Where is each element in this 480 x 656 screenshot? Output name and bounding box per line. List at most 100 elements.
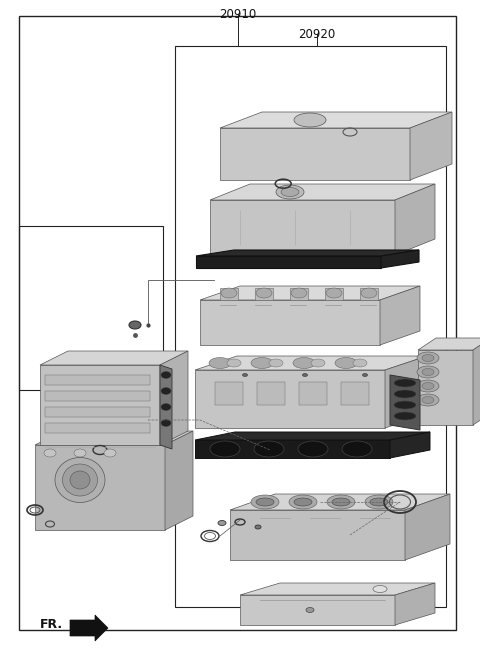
- Polygon shape: [230, 494, 450, 510]
- Polygon shape: [200, 300, 380, 345]
- Polygon shape: [200, 286, 420, 300]
- Polygon shape: [220, 128, 410, 180]
- Polygon shape: [40, 365, 160, 445]
- Polygon shape: [255, 288, 273, 300]
- Ellipse shape: [394, 401, 416, 409]
- Polygon shape: [380, 286, 420, 345]
- Ellipse shape: [417, 394, 439, 406]
- Polygon shape: [220, 112, 452, 128]
- Polygon shape: [299, 382, 327, 405]
- Polygon shape: [240, 583, 435, 595]
- Text: FR.: FR.: [40, 617, 63, 630]
- Ellipse shape: [361, 288, 377, 298]
- Polygon shape: [195, 356, 427, 370]
- Polygon shape: [45, 391, 150, 401]
- Polygon shape: [230, 510, 405, 560]
- Ellipse shape: [294, 113, 326, 127]
- Ellipse shape: [335, 358, 357, 369]
- Polygon shape: [196, 256, 381, 268]
- Ellipse shape: [353, 359, 367, 367]
- Polygon shape: [395, 184, 435, 255]
- Polygon shape: [473, 338, 480, 425]
- Bar: [175, 46, 446, 607]
- Ellipse shape: [327, 495, 355, 509]
- Polygon shape: [341, 382, 369, 405]
- Polygon shape: [220, 288, 238, 300]
- Polygon shape: [196, 250, 419, 256]
- Ellipse shape: [227, 359, 241, 367]
- Ellipse shape: [251, 495, 279, 509]
- Ellipse shape: [104, 449, 116, 457]
- Ellipse shape: [362, 373, 368, 377]
- Ellipse shape: [373, 586, 387, 592]
- Polygon shape: [381, 250, 419, 268]
- Ellipse shape: [256, 498, 274, 506]
- Text: 20910: 20910: [219, 8, 256, 21]
- Ellipse shape: [161, 419, 171, 426]
- Ellipse shape: [289, 495, 317, 509]
- Polygon shape: [385, 356, 427, 428]
- Polygon shape: [45, 375, 150, 385]
- Polygon shape: [410, 112, 452, 180]
- Polygon shape: [40, 351, 188, 365]
- Ellipse shape: [293, 358, 315, 369]
- Ellipse shape: [417, 352, 439, 364]
- Ellipse shape: [422, 382, 434, 390]
- Ellipse shape: [276, 185, 304, 199]
- Polygon shape: [165, 431, 193, 530]
- Ellipse shape: [62, 464, 97, 496]
- Polygon shape: [210, 184, 435, 200]
- Polygon shape: [240, 595, 395, 625]
- Ellipse shape: [254, 441, 284, 457]
- Ellipse shape: [291, 288, 307, 298]
- Polygon shape: [45, 423, 150, 433]
- Ellipse shape: [210, 441, 240, 457]
- Ellipse shape: [394, 379, 416, 387]
- Ellipse shape: [306, 607, 314, 613]
- Ellipse shape: [269, 359, 283, 367]
- Ellipse shape: [218, 520, 226, 525]
- Ellipse shape: [342, 441, 372, 457]
- Ellipse shape: [394, 390, 416, 398]
- Ellipse shape: [417, 380, 439, 392]
- Polygon shape: [290, 288, 308, 300]
- Polygon shape: [35, 445, 165, 530]
- Ellipse shape: [370, 498, 388, 506]
- Polygon shape: [210, 200, 395, 255]
- Polygon shape: [215, 382, 243, 405]
- Ellipse shape: [161, 371, 171, 379]
- Polygon shape: [390, 432, 430, 458]
- Polygon shape: [195, 440, 390, 458]
- Polygon shape: [390, 375, 420, 430]
- Ellipse shape: [242, 373, 248, 377]
- Ellipse shape: [302, 373, 308, 377]
- Ellipse shape: [422, 396, 434, 403]
- Ellipse shape: [422, 369, 434, 375]
- Ellipse shape: [221, 288, 237, 298]
- Polygon shape: [257, 382, 285, 405]
- Polygon shape: [195, 432, 430, 440]
- Ellipse shape: [129, 321, 141, 329]
- Ellipse shape: [326, 288, 342, 298]
- Ellipse shape: [256, 288, 272, 298]
- Ellipse shape: [255, 525, 261, 529]
- Polygon shape: [45, 407, 150, 417]
- Polygon shape: [360, 288, 378, 300]
- Polygon shape: [160, 365, 172, 449]
- Polygon shape: [325, 288, 343, 300]
- Ellipse shape: [394, 412, 416, 420]
- Ellipse shape: [281, 188, 299, 197]
- Polygon shape: [418, 350, 473, 425]
- Ellipse shape: [365, 495, 393, 509]
- Polygon shape: [195, 370, 385, 428]
- Ellipse shape: [294, 498, 312, 506]
- Polygon shape: [160, 351, 188, 445]
- Ellipse shape: [44, 449, 56, 457]
- Ellipse shape: [422, 354, 434, 361]
- Ellipse shape: [161, 388, 171, 394]
- Ellipse shape: [417, 366, 439, 378]
- Polygon shape: [35, 431, 193, 445]
- Ellipse shape: [161, 403, 171, 411]
- Ellipse shape: [332, 498, 350, 506]
- Polygon shape: [395, 583, 435, 625]
